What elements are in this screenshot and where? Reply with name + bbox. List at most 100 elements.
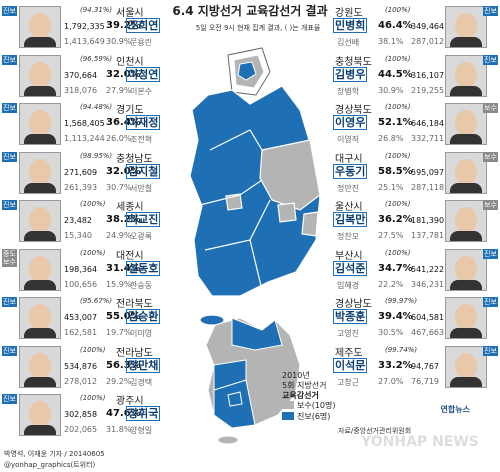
- winner-pct: 44.5%: [378, 68, 413, 80]
- count-rate: (100%): [80, 248, 106, 257]
- candidate-photo: [19, 394, 61, 436]
- result-card: 제주도 (99.74%) 이석문 33.2% 94,767 고창근 27.0% 76,719 진…: [333, 344, 498, 390]
- runner-pct: 30.5%: [378, 328, 404, 337]
- body: [24, 134, 56, 144]
- runner-pct: 30.7%: [106, 182, 132, 192]
- candidate-photo: [19, 151, 61, 194]
- winner-pct: 47.6%: [106, 408, 141, 419]
- region: 대구시: [335, 153, 363, 165]
- region: 대전시: [116, 250, 144, 262]
- runner-name: 한숭동: [130, 280, 153, 290]
- credit: 박영석, 이재윤 기자 / 20140605: [4, 449, 105, 458]
- region: 충청북도: [335, 56, 372, 68]
- map-region: [189, 85, 321, 297]
- runner-votes: 467,663: [411, 328, 445, 337]
- watermark: YONHAP NEWS: [360, 434, 479, 450]
- map-region: [199, 314, 225, 326]
- runner-name: 김선배: [337, 38, 360, 47]
- credit: @yonhap_graphics(트위터): [4, 460, 96, 469]
- camp-tag: 보수: [483, 151, 498, 162]
- winner-name: 김병우: [333, 66, 368, 82]
- result-card: 대구시 (100%) 우동기 58.5% 595,097 정만진 25.1% 287,118 보…: [333, 150, 498, 196]
- camp-tag: 중도보수: [2, 248, 17, 267]
- winner-name: 김지철: [126, 163, 161, 179]
- winner-name: 우동기: [333, 163, 368, 179]
- runner-name: 문용린: [130, 38, 153, 47]
- runner-votes: 202,065: [64, 425, 98, 434]
- winner-pct: 39.2%: [106, 20, 141, 31]
- runner-pct: 15.9%: [106, 279, 132, 289]
- runner-votes: 162,581: [64, 328, 98, 337]
- face: [455, 110, 477, 136]
- camp-tag: 진보: [2, 103, 17, 113]
- winner-pct: 52.1%: [378, 117, 413, 128]
- face: [455, 352, 477, 379]
- runner-pct: 26.8%: [378, 134, 404, 143]
- face: [29, 255, 51, 282]
- count-rate: (94.31%): [80, 6, 113, 14]
- camp-tag: 보수: [483, 103, 498, 113]
- runner-votes: 318,076: [64, 85, 98, 95]
- runner-pct: 19.7%: [106, 328, 132, 337]
- face: [455, 207, 477, 233]
- body: [24, 328, 56, 338]
- winner-pct: 36.2%: [378, 214, 413, 225]
- result-card: 진보 (94.48%) 경기도 1,568,405 36.4% 이재정 1,113,244 2…: [2, 101, 167, 147]
- winner-votes: 595,097: [411, 167, 445, 177]
- candidate-photo: [19, 103, 61, 145]
- body: [24, 37, 56, 47]
- runner-votes: 1,113,244: [64, 134, 105, 143]
- winner-name: 민병희: [333, 18, 368, 33]
- runner-pct: 24.9%: [106, 231, 132, 240]
- result-card: 경상북도 (100%) 이영우 52.1% 646,184 이영직 26.8% 332,711…: [333, 101, 498, 147]
- winner-name: 이재정: [126, 115, 161, 130]
- legend-label: 진보(6명): [297, 411, 330, 421]
- winner-name: 이영우: [333, 115, 368, 130]
- region: 전라북도: [116, 299, 153, 310]
- winner-votes: 370,664: [64, 70, 98, 80]
- winner-votes: 198,364: [64, 264, 98, 274]
- count-rate: (100%): [385, 200, 411, 208]
- region: 강원도: [335, 8, 363, 19]
- runner-pct: 38.1%: [378, 37, 404, 46]
- winner-votes: 604,581: [411, 313, 445, 322]
- winner-pct: 55.0%: [106, 311, 141, 322]
- body: [24, 85, 56, 96]
- winner-pct: 32.0%: [106, 68, 141, 80]
- runner-pct: 26.0%: [106, 134, 132, 143]
- face: [455, 13, 477, 39]
- winner-votes: 181,390: [411, 216, 445, 225]
- winner-votes: 1,792,335: [64, 22, 105, 31]
- map-region: [259, 139, 321, 211]
- legend-label: 보수(10명): [297, 400, 336, 410]
- region: 경상북도: [335, 105, 372, 116]
- runner-votes: 100,656: [64, 279, 98, 289]
- winner-votes: 541,222: [411, 264, 445, 274]
- face: [29, 207, 51, 233]
- region: 서울시: [116, 8, 144, 19]
- runner-votes: 76,719: [411, 376, 439, 386]
- candidate-photo: [445, 151, 487, 194]
- subtitle: 5일 오전 9시 현재 집계 결과, ( )는 개표율: [196, 23, 321, 32]
- winner-pct: 38.2%: [106, 214, 141, 225]
- runner-name: 고창근: [337, 377, 360, 387]
- runner-votes: 287,012: [411, 37, 445, 46]
- map-region: [227, 391, 243, 407]
- legend-title: 2010년: [282, 370, 310, 380]
- logo: 연합뉴스: [441, 404, 471, 414]
- runner-votes: 287,118: [411, 182, 445, 192]
- result-card: 경상남도 (99.97%) 박종훈 39.4% 604,581 고영진 30.5% 467,6…: [333, 295, 498, 341]
- face: [455, 158, 477, 185]
- result-card: 진보 (95.67%) 전라북도 453,007 55.0% 김승환 162,581 19.7…: [2, 295, 167, 341]
- runner-pct: 29.2%: [106, 376, 132, 386]
- body: [450, 231, 482, 241]
- count-rate: (99.97%): [385, 297, 418, 305]
- region: 전라남도: [116, 347, 153, 359]
- body: [24, 425, 56, 435]
- result-card: 진보 (96.59%) 인천시 370,664 32.0% 이청연 318,076 27.9%…: [2, 53, 167, 99]
- winner-name: 설동호: [126, 260, 161, 276]
- winner-votes: 534,876: [64, 361, 98, 371]
- map-border: [249, 239, 263, 291]
- count-rate: (100%): [80, 394, 106, 402]
